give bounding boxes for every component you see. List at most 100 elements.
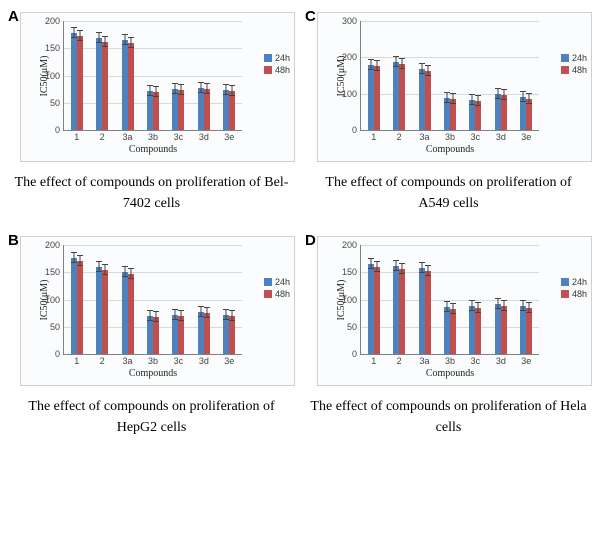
ytick-label: 50 <box>50 98 64 108</box>
error-cap <box>96 261 102 262</box>
ytick-label: 50 <box>50 322 64 332</box>
legend-item: 48h <box>264 289 290 299</box>
bar-group <box>386 245 411 354</box>
error-cap <box>178 320 184 321</box>
bar-48h <box>102 42 108 130</box>
error-cap <box>77 40 83 41</box>
ytick-label: 150 <box>342 267 361 277</box>
bar-group <box>488 245 513 354</box>
panel-caption: The effect of compounds on proliferation… <box>8 390 295 452</box>
bar-48h <box>425 71 431 130</box>
error-cap <box>153 86 159 87</box>
bar-48h <box>374 66 380 130</box>
bar-group <box>514 245 539 354</box>
plot-inner: 0100200300IC50(μM)123a3b3c3d3eCompounds <box>360 21 539 131</box>
legend-label: 48h <box>275 289 290 299</box>
bar-group <box>140 21 165 130</box>
bar-48h <box>501 95 507 130</box>
error-cap <box>77 265 83 266</box>
bar-group <box>115 245 140 354</box>
bar-group <box>217 245 242 354</box>
error-cap <box>153 311 159 312</box>
panel-caption: The effect of compounds on proliferation… <box>8 166 295 228</box>
chart-area: 050100150200IC50(μM)123a3b3c3d3eCompound… <box>317 236 592 386</box>
bar-group <box>191 245 216 354</box>
legend-item: 48h <box>561 289 587 299</box>
x-axis-label: Compounds <box>361 368 539 379</box>
xtick-label: 3b <box>140 356 165 366</box>
error-cap <box>102 46 108 47</box>
error-cap <box>450 303 456 304</box>
legend-item: 24h <box>561 53 587 63</box>
y-axis-label: IC50(μM) <box>336 55 347 96</box>
error-cap <box>469 300 475 301</box>
bar-group <box>463 245 488 354</box>
legend-label: 48h <box>572 289 587 299</box>
xtick-label: 3c <box>166 356 191 366</box>
xtick-label: 2 <box>386 356 411 366</box>
error-cap <box>526 312 532 313</box>
bar-group <box>166 245 191 354</box>
error-cap <box>475 312 481 313</box>
x-labels: 123a3b3c3d3e <box>361 354 539 366</box>
ytick-label: 200 <box>45 16 64 26</box>
error-cap <box>425 265 431 266</box>
bar-48h <box>178 316 184 354</box>
bar-group <box>89 21 114 130</box>
xtick-label: 3b <box>437 132 462 142</box>
xtick-label: 3e <box>217 132 242 142</box>
bar-48h <box>501 306 507 354</box>
legend-item: 48h <box>561 65 587 75</box>
xtick-label: 3d <box>191 356 216 366</box>
error-cap <box>425 75 431 76</box>
bar-group <box>89 245 114 354</box>
bar-group <box>140 245 165 354</box>
panel-letter: A <box>8 8 19 25</box>
error-cap <box>399 263 405 264</box>
ytick-label: 200 <box>342 240 361 250</box>
x-labels: 123a3b3c3d3e <box>64 130 242 142</box>
error-cap <box>204 83 210 84</box>
error-cap <box>393 56 399 57</box>
legend-swatch <box>561 66 569 74</box>
bar-48h <box>526 308 532 354</box>
plot-inner: 050100150200IC50(μM)123a3b3c3d3eCompound… <box>63 21 242 131</box>
legend-swatch <box>264 66 272 74</box>
bar-48h <box>204 313 210 354</box>
error-cap <box>399 68 405 69</box>
error-cap <box>102 36 108 37</box>
error-cap <box>526 103 532 104</box>
error-cap <box>475 302 481 303</box>
bar-group <box>64 21 89 130</box>
bar-48h <box>128 43 134 130</box>
error-cap <box>501 99 507 100</box>
error-cap <box>229 85 235 86</box>
ytick-label: 200 <box>45 240 64 250</box>
bar-group <box>64 245 89 354</box>
bar-48h <box>153 92 159 130</box>
plot-area: 050100150200IC50(μM)123a3b3c3d3eCompound… <box>63 21 242 131</box>
bar-group <box>437 21 462 130</box>
xtick-label: 3c <box>463 356 488 366</box>
xtick-label: 3e <box>514 132 539 142</box>
error-cap <box>399 58 405 59</box>
error-cap <box>501 310 507 311</box>
panel-letter: C <box>305 8 316 25</box>
error-cap <box>374 261 380 262</box>
error-cap <box>495 298 501 299</box>
legend: 24h48h <box>561 53 587 77</box>
bar-48h <box>475 101 481 130</box>
xtick-label: 3a <box>115 356 140 366</box>
bar-group <box>361 21 386 130</box>
bar-48h <box>204 89 210 130</box>
legend: 24h48h <box>264 53 290 77</box>
xtick-label: 3d <box>488 356 513 366</box>
legend-label: 24h <box>572 277 587 287</box>
bars-container <box>64 21 242 130</box>
x-axis-label: Compounds <box>361 144 539 155</box>
error-cap <box>128 47 134 48</box>
error-cap <box>520 300 526 301</box>
xtick-label: 3a <box>115 132 140 142</box>
bar-48h <box>399 64 405 130</box>
ytick-label: 150 <box>45 43 64 53</box>
